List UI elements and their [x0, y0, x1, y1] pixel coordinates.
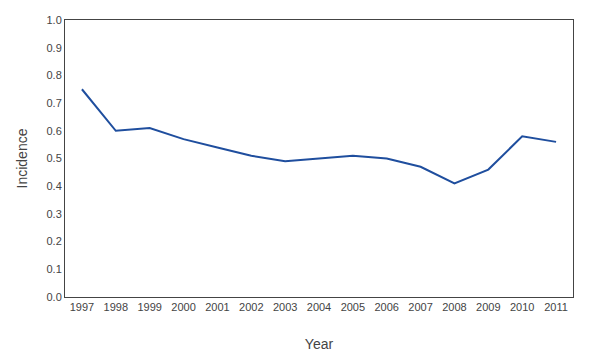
svg-text:2010: 2010: [510, 301, 534, 313]
svg-text:0.2: 0.2: [47, 235, 62, 247]
svg-text:2003: 2003: [273, 301, 297, 313]
svg-text:2011: 2011: [544, 301, 568, 313]
svg-text:2009: 2009: [476, 301, 500, 313]
svg-text:0.0: 0.0: [47, 291, 62, 303]
svg-text:1999: 1999: [137, 301, 161, 313]
svg-text:2000: 2000: [171, 301, 195, 313]
svg-text:2007: 2007: [408, 301, 432, 313]
svg-text:2006: 2006: [374, 301, 398, 313]
svg-text:2005: 2005: [341, 301, 365, 313]
svg-text:2008: 2008: [442, 301, 466, 313]
svg-text:2004: 2004: [307, 301, 331, 313]
svg-text:0.8: 0.8: [47, 69, 62, 81]
svg-text:Incidence: Incidence: [14, 128, 30, 188]
svg-text:Year: Year: [305, 336, 334, 352]
svg-text:0.9: 0.9: [47, 42, 62, 54]
svg-text:1.0: 1.0: [47, 14, 62, 26]
svg-text:2001: 2001: [205, 301, 229, 313]
svg-text:0.5: 0.5: [47, 152, 62, 164]
svg-text:0.3: 0.3: [47, 208, 62, 220]
svg-text:2002: 2002: [239, 301, 263, 313]
svg-text:0.1: 0.1: [47, 263, 62, 275]
svg-text:0.7: 0.7: [47, 97, 62, 109]
svg-text:0.6: 0.6: [47, 125, 62, 137]
svg-text:1997: 1997: [70, 301, 94, 313]
svg-text:1998: 1998: [104, 301, 128, 313]
svg-text:0.4: 0.4: [47, 180, 62, 192]
